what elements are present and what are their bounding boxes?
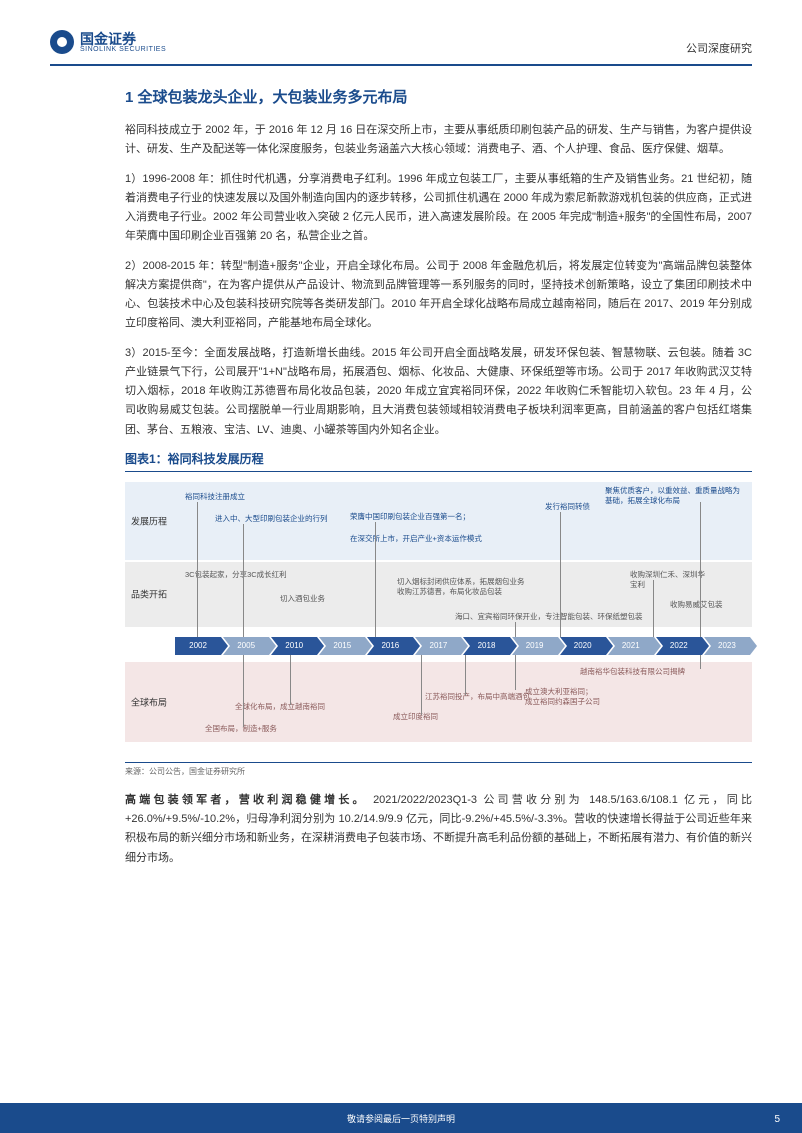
connector-line: [515, 622, 516, 637]
year-2020: 2020: [560, 637, 606, 655]
annot-top100: 荣膺中国印刷包装企业百强第一名；: [350, 512, 470, 522]
annot-jiangsu: 江苏裕同投产，布局中高端酒包: [425, 692, 530, 702]
page-footer: 敬请参阅最后一页特别声明 5: [0, 1103, 802, 1133]
connector-line: [243, 655, 244, 727]
para5-title: 高端包装领军者，营收利润稳健增长。: [125, 794, 367, 806]
annot-vietnam: 全球化布局，成立越南裕同: [235, 702, 325, 712]
annot-australia: 成立澳大利亚裕同； 成立裕同约森国子公司: [525, 687, 600, 707]
doc-type: 公司深度研究: [686, 40, 752, 56]
annot-national: 全国布局，制造+服务: [205, 724, 277, 734]
band-label-global: 全球布局: [131, 695, 167, 708]
timeline-chart: 发展历程 品类开拓 全球布局 2002200520102015201620172…: [125, 472, 752, 762]
connector-line: [515, 655, 516, 690]
connector-line: [700, 655, 701, 669]
connector-line: [465, 655, 466, 695]
logo-en: SINOLINK SECURITIES: [80, 46, 166, 53]
chart-source: 来源：公司公告，国金证券研究所: [125, 762, 752, 777]
annot-medium-large: 进入中、大型印刷包装企业的行列: [215, 514, 328, 524]
annot-3c: 3C包装起家，分享3C成长红利: [185, 570, 287, 580]
annot-tobacco: 切入烟标封闭供应体系，拓展烟包业务 收购江苏德晋，布局化妆品包装: [397, 577, 525, 597]
year-2005: 2005: [223, 637, 269, 655]
year-2021: 2021: [608, 637, 654, 655]
connector-line: [560, 512, 561, 637]
connector-line: [243, 524, 244, 637]
connector-line: [290, 655, 291, 705]
chart-title: 图表1：裕同科技发展历程: [125, 450, 752, 472]
year-2010: 2010: [271, 637, 317, 655]
connector-line: [375, 522, 376, 637]
annot-ipo: 在深交所上市，开启产业+资本运作模式: [350, 534, 482, 544]
footer-disclaimer: 敬请参阅最后一页特别声明: [347, 1112, 455, 1125]
page-number: 5: [774, 1114, 780, 1125]
annot-india: 成立印度裕同: [393, 712, 438, 722]
content-area: 1 全球包装龙头企业，大包装业务多元布局 裕同科技成立于 2002 年，于 20…: [50, 86, 752, 868]
paragraph-phase1: 1）1996-2008 年：抓住时代机遇，分享消费电子红利。1996 年成立包装…: [125, 170, 752, 247]
band-label-history: 发展历程: [131, 514, 167, 527]
page-header: 国金证券 SINOLINK SECURITIES 公司深度研究: [50, 30, 752, 66]
paragraph-intro: 裕同科技成立于 2002 年，于 2016 年 12 月 16 日在深交所上市，…: [125, 121, 752, 160]
paragraph-phase3: 3）2015-至今：全面发展战略，打造新增长曲线。2015 年公司开启全面战略发…: [125, 344, 752, 440]
annot-strategy: 聚焦优质客户，以重效益、重质量战略为基础，拓展全球化布局: [605, 486, 745, 506]
annot-founding: 裕同科技注册成立: [185, 492, 245, 502]
year-2018: 2018: [463, 637, 509, 655]
year-2002: 2002: [175, 637, 221, 655]
year-2022: 2022: [656, 637, 702, 655]
annot-wine: 切入酒包业务: [280, 594, 325, 604]
annot-eco: 海口、宜宾裕同环保开业，专注智能包装、环保纸塑包装: [455, 612, 643, 622]
annot-yuhua: 越南裕华包装科技有限公司揭牌: [580, 667, 685, 677]
connector-line: [421, 655, 422, 715]
timeline-years: 2002200520102015201620172018201920202021…: [175, 637, 752, 655]
year-2023: 2023: [704, 637, 750, 655]
year-2016: 2016: [367, 637, 413, 655]
year-2015: 2015: [319, 637, 365, 655]
band-label-category: 品类开拓: [131, 588, 167, 601]
annot-yiweiyi: 收购易威艾包装: [670, 600, 723, 610]
sinolink-logo-icon: [50, 30, 74, 54]
annot-bond: 发行裕同转债: [545, 502, 590, 512]
logo-block: 国金证券 SINOLINK SECURITIES: [50, 30, 166, 54]
connector-line: [653, 580, 654, 637]
section-title: 1 全球包装龙头企业，大包装业务多元布局: [125, 86, 752, 107]
connector-line: [700, 502, 701, 637]
year-2019: 2019: [512, 637, 558, 655]
logo-cn: 国金证券: [80, 32, 166, 46]
paragraph-phase2: 2）2008-2015 年：转型"制造+服务"企业，开启全球化布局。公司于 20…: [125, 257, 752, 334]
annot-renhe: 收购深圳仁禾、深圳华宝利: [630, 570, 710, 590]
connector-line: [197, 502, 198, 637]
year-2017: 2017: [415, 637, 461, 655]
paragraph-financials: 高端包装领军者，营收利润稳健增长。 2021/2022/2023Q1-3 公司营…: [125, 791, 752, 868]
